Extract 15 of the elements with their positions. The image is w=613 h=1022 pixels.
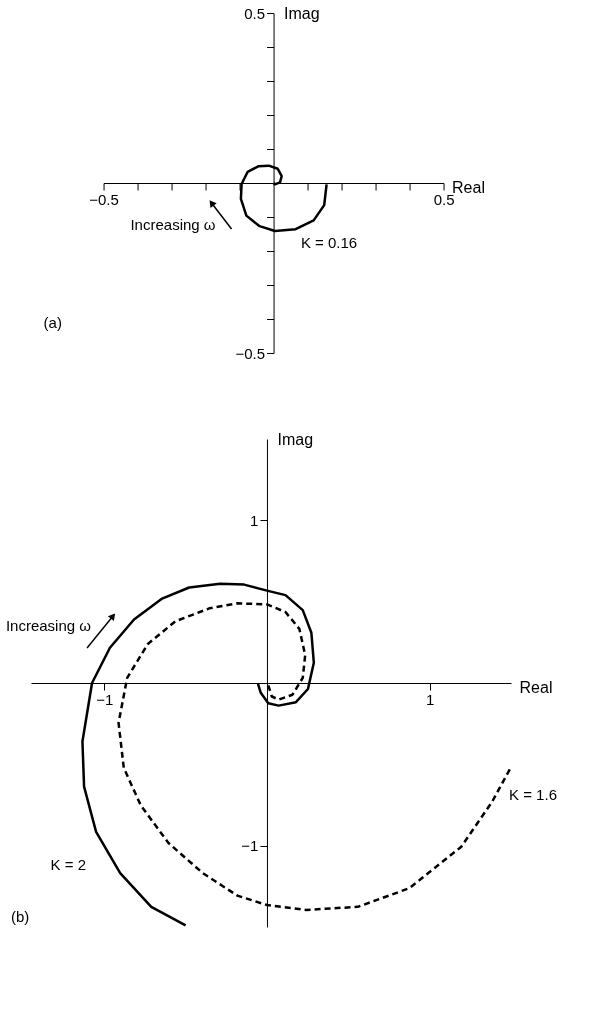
series-label: K = 2 [50, 856, 87, 874]
y-axis-title: Imag [277, 430, 314, 448]
series-label: K = 1.6 [509, 786, 557, 804]
x-axis-title: Real [519, 678, 553, 696]
annotation: Increasing ω [5, 617, 92, 634]
text: (b) [11, 908, 30, 925]
y-tick-label: 1 [250, 511, 259, 529]
x-axis-title: Real [452, 178, 485, 196]
annotation: Increasing ω [130, 216, 216, 233]
y-tick-label: 0.5 [244, 4, 266, 22]
text: (a) [43, 314, 62, 331]
y-tick-label: −0.5 [235, 344, 266, 362]
series-label: K = 0.16 [300, 233, 358, 251]
y-axis-title: Imag [284, 4, 320, 22]
y-tick-label: −1 [241, 837, 259, 855]
